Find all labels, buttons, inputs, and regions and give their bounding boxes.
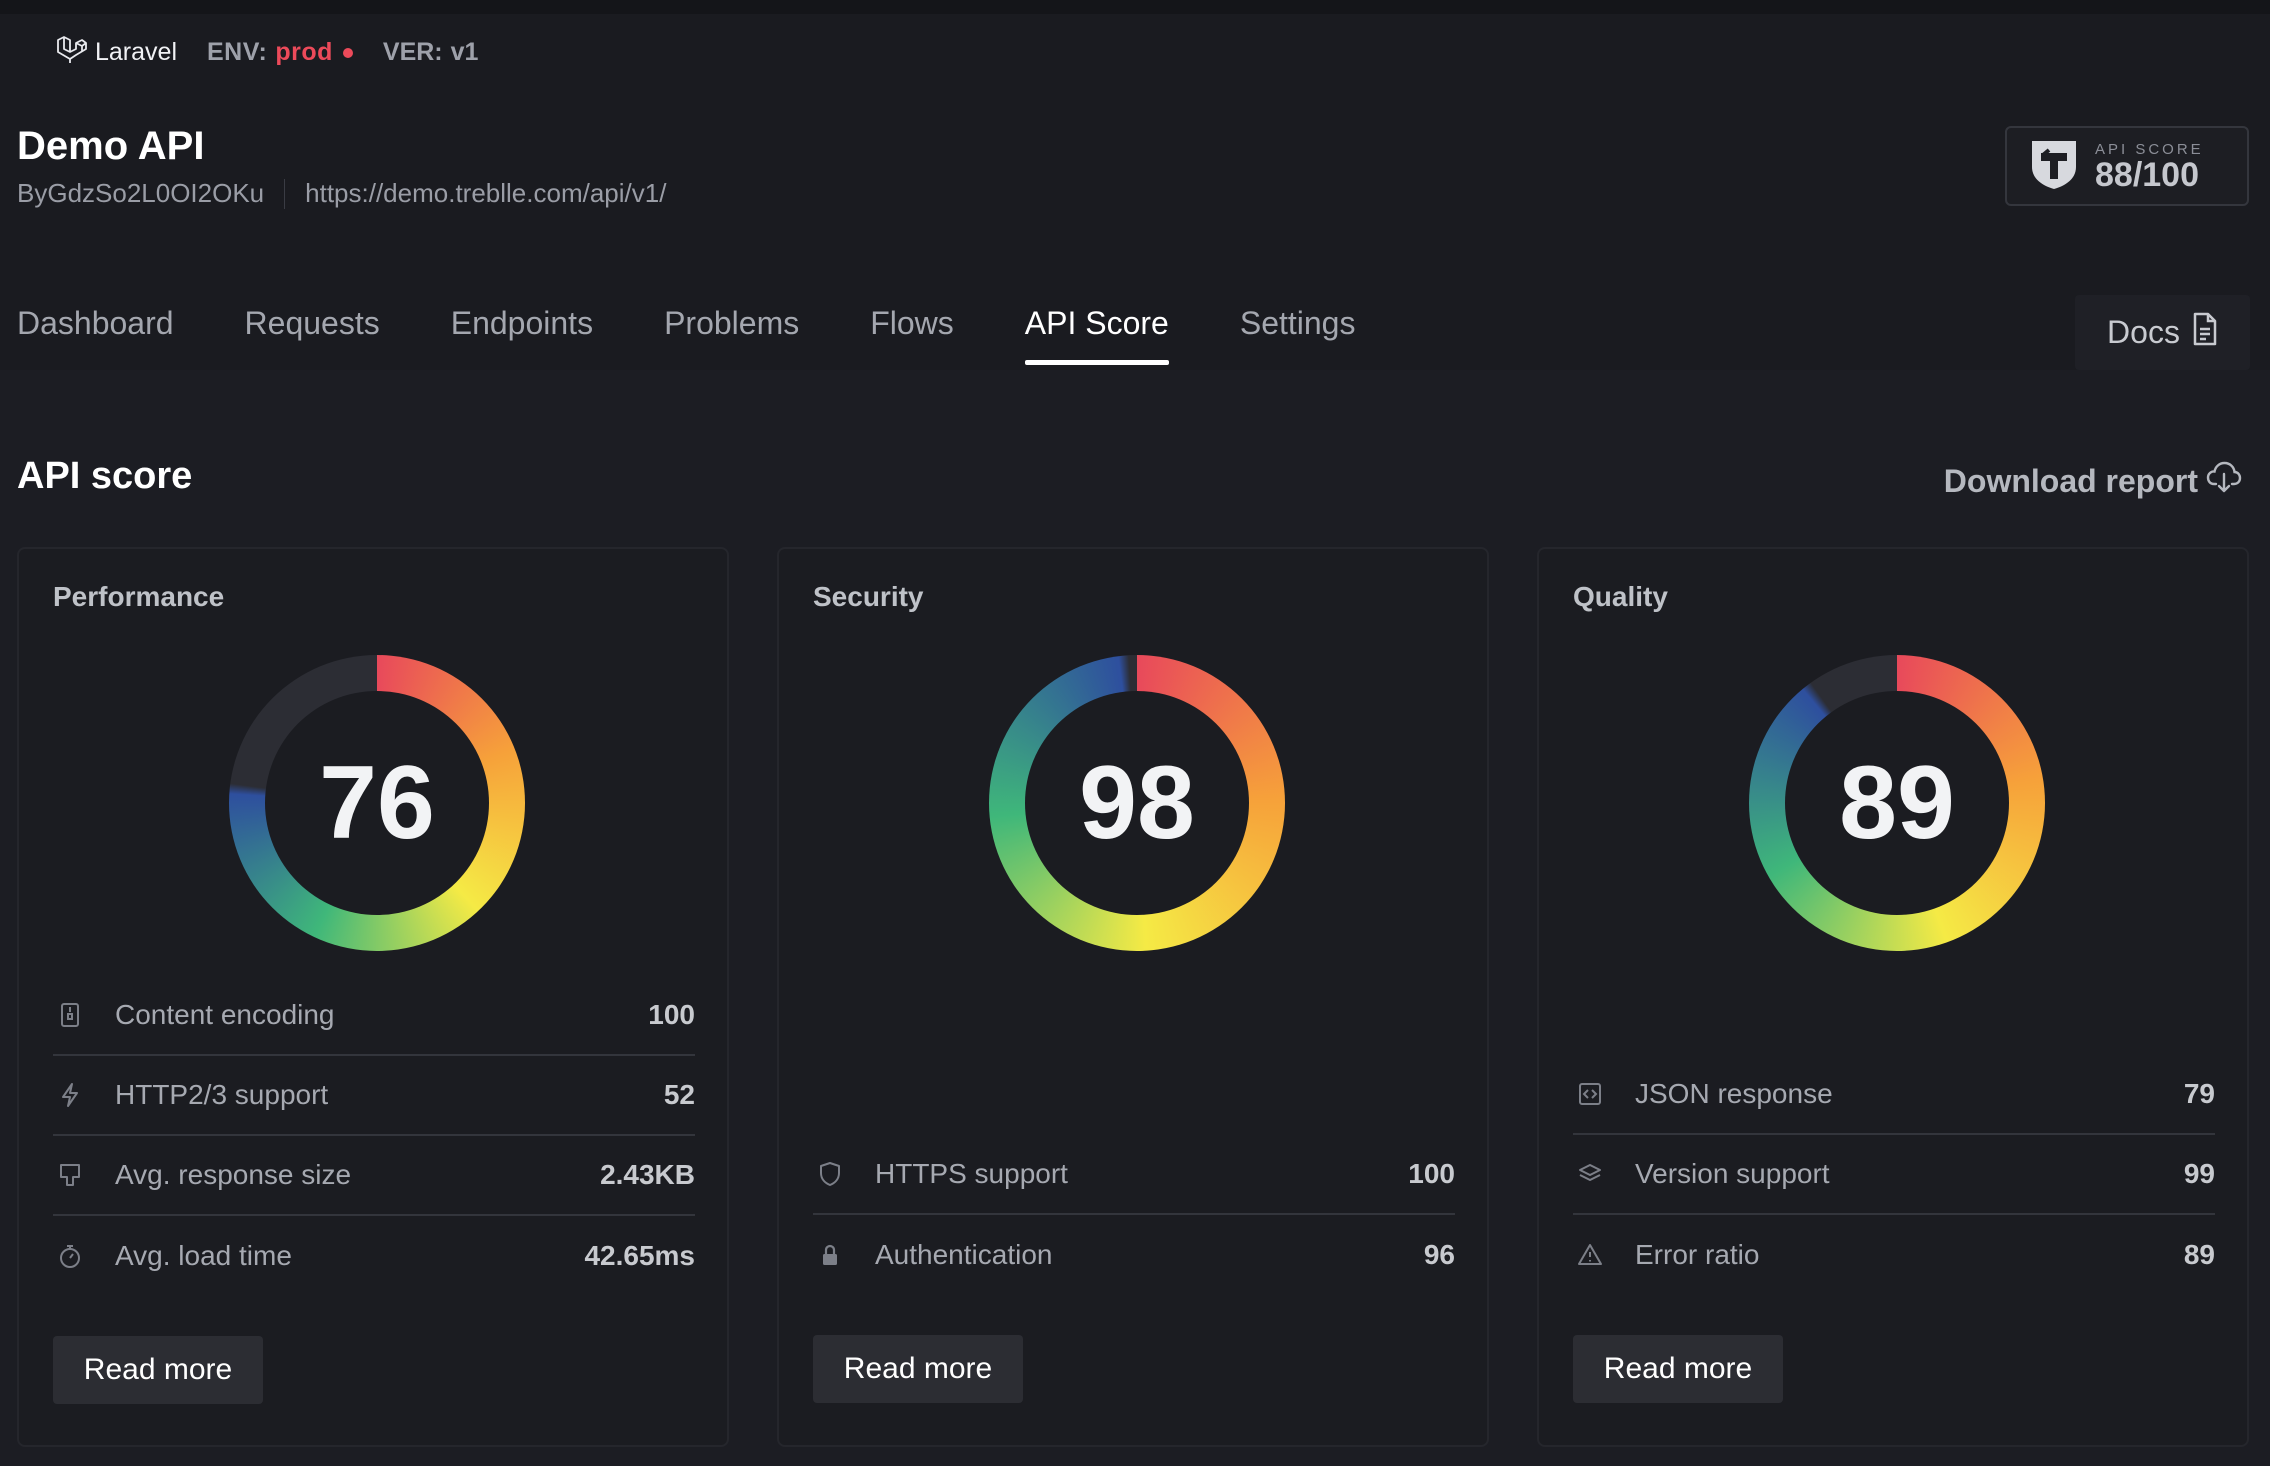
list-item: Authentication 96 [813,1215,1455,1295]
api-url[interactable]: https://demo.treblle.com/api/v1/ [305,178,667,208]
metric-value: 89 [2183,1239,2215,1270]
brand-label: Laravel [95,37,177,66]
ver-value: v1 [450,37,479,66]
metric-label: HTTPS support [875,1158,1068,1189]
api-id[interactable]: ByGdzSo2L0OI2OKu [17,178,265,208]
tab-endpoints[interactable]: Endpoints [450,305,594,341]
env-indicator: ENV: prod [207,38,353,67]
ver-label: VER: [382,37,443,66]
quality-card: Quality 89 JSON response 79 Version supp… [1537,547,2249,1447]
list-item: Error ratio 89 [1573,1215,2215,1295]
page-title: Demo API [17,124,205,168]
tab-dashboard[interactable]: Dashboard [17,305,174,341]
metric-value: 99 [2183,1158,2215,1189]
layers-icon [1577,1161,1603,1187]
metric-value: 79 [2183,1078,2215,1109]
read-more-button[interactable]: Read more [813,1335,1023,1403]
api-score-value: 88/100 [2095,155,2199,194]
weight-icon [57,1162,83,1188]
lock-icon [817,1242,843,1268]
api-meta: ByGdzSo2L0OI2OKu https://demo.treblle.co… [17,178,666,209]
security-card: Security 98 HTTPS support 100 Authentica… [777,547,1489,1447]
tab-api-score[interactable]: API Score [1024,305,1169,365]
score-gauge: 76 [229,655,525,951]
metric-label: Avg. response size [115,1159,352,1190]
download-label: Download report [1943,462,2198,499]
list-item: JSON response 79 [1573,1055,2215,1135]
list-item: Version support 99 [1573,1135,2215,1215]
env-value: prod [275,37,333,66]
metrics-list: JSON response 79 Version support 99 Erro… [1573,1055,2215,1295]
env-status-dot [342,47,353,58]
tab-requests[interactable]: Requests [244,305,380,341]
metric-label: JSON response [1635,1078,1833,1109]
env-label: ENV: [207,37,268,66]
api-score-label: API SCORE [2095,140,2204,158]
read-more-button[interactable]: Read more [1573,1335,1783,1403]
brand[interactable]: Laravel [55,34,177,71]
performance-card: Performance 76 Content encoding 100 HTTP… [17,547,729,1447]
metrics-list: HTTPS support 100 Authentication 96 [813,1135,1455,1295]
metrics-list: Content encoding 100 HTTP2/3 support 52 … [53,976,695,1296]
shield-icon [817,1161,843,1187]
metric-value: 100 [1408,1158,1455,1189]
metric-value: 52 [663,1079,695,1110]
gauge-score: 98 [1025,691,1249,915]
metric-value: 96 [1423,1239,1455,1270]
gauge-score: 89 [1785,691,2009,915]
list-item: HTTPS support 100 [813,1135,1455,1215]
metric-label: HTTP2/3 support [115,1079,329,1110]
lightning-icon [57,1082,83,1108]
top-bar: Laravel ENV: prod VER: v1 [0,0,2270,90]
laravel-logo-icon [55,34,87,71]
card-title: Quality [1573,581,1668,612]
list-item: Content encoding 100 [53,976,695,1056]
tab-flows[interactable]: Flows [870,305,954,341]
metric-label: Content encoding [115,999,335,1030]
read-more-button[interactable]: Read more [53,1336,263,1404]
tab-settings[interactable]: Settings [1239,305,1356,341]
treblle-shield-icon [2027,137,2081,196]
metric-value: 2.43KB [600,1159,695,1190]
document-icon [2192,312,2218,354]
zip-file-icon [57,1002,83,1028]
card-title: Performance [53,581,225,612]
project-header: Demo API ByGdzSo2L0OI2OKu https://demo.t… [0,90,2270,370]
metric-label: Avg. load time [115,1240,292,1271]
code-icon [1577,1081,1603,1107]
metric-label: Version support [1635,1158,1830,1189]
api-score-badge[interactable]: API SCORE 88/100 [2005,126,2249,206]
tab-problems[interactable]: Problems [664,305,800,341]
list-item: Avg. response size 2.43KB [53,1136,695,1216]
list-item: Avg. load time 42.65ms [53,1216,695,1296]
section-title: API score [17,455,193,497]
docs-button[interactable]: Docs [2075,295,2250,370]
gauge-score: 76 [265,691,489,915]
warning-icon [1577,1242,1603,1268]
divider [284,178,286,209]
score-gauge: 89 [1749,655,2045,951]
metric-value: 42.65ms [584,1240,695,1271]
metric-label: Error ratio [1635,1239,1760,1270]
download-report-button[interactable]: Download report [1944,460,2242,502]
version-indicator: VER: v1 [383,38,479,67]
nav-tabs: Dashboard Requests Endpoints Problems Fl… [17,305,1426,370]
cloud-download-icon [2206,460,2242,502]
metric-label: Authentication [875,1239,1053,1270]
card-title: Security [813,581,924,612]
metric-value: 100 [648,999,695,1030]
docs-label: Docs [2107,314,2180,350]
stopwatch-icon [57,1243,83,1269]
list-item: HTTP2/3 support 52 [53,1056,695,1136]
score-gauge: 98 [989,655,1285,951]
